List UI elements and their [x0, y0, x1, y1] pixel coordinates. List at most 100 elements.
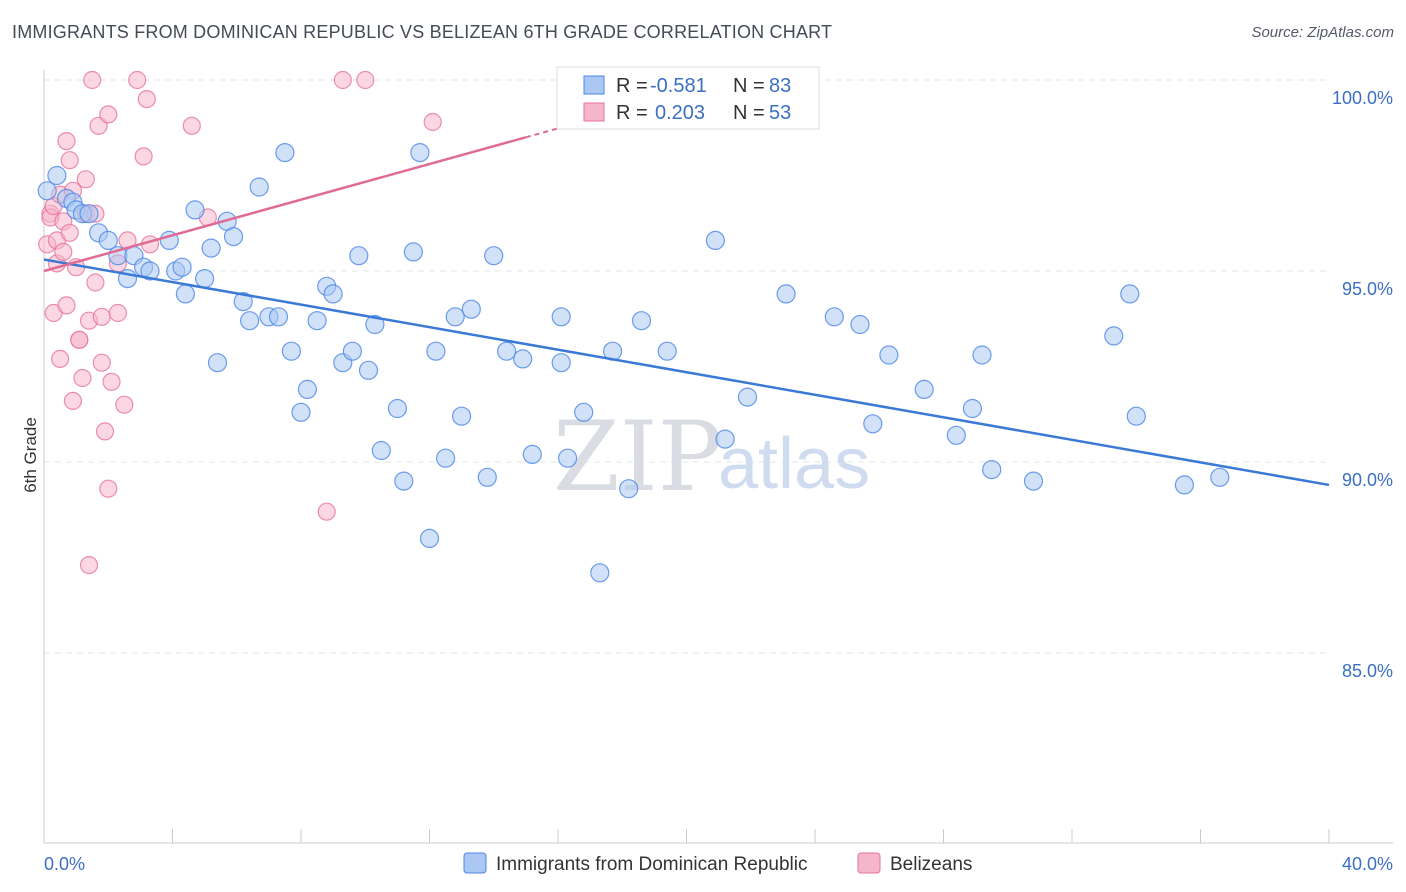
x-tick-label-1: 40.0% — [1342, 854, 1393, 874]
legend-n-value-2: 53 — [769, 102, 791, 124]
trend-lines — [43, 122, 1330, 487]
belizean-point-35 — [108, 303, 128, 323]
stats-legend: R = -0.581 N = 83 R = 0.203 N = 53 — [556, 66, 820, 130]
dominican-point-83 — [1174, 475, 1195, 495]
dominican-point-54 — [497, 341, 517, 361]
dominican-point-45 — [410, 143, 430, 163]
series-legend-label-1: Immigrants from Dominican Republic — [496, 854, 808, 875]
dominican-point-50 — [452, 406, 472, 426]
dominican-point-0 — [37, 181, 57, 201]
dominican-point-48 — [436, 448, 456, 468]
chart-title: IMMIGRANTS FROM DOMINICAN REPUBLIC VS BE… — [12, 22, 833, 42]
dominican-point-44 — [403, 242, 423, 262]
series-legend-pink-swatch — [857, 852, 881, 874]
series-legend-label-2: Belizeans — [890, 854, 972, 875]
belizean-point-27 — [86, 273, 105, 292]
dominican-point-78 — [982, 460, 1002, 480]
dominican-point-65 — [657, 341, 677, 361]
belizean-point-41 — [137, 89, 156, 109]
legend-n-label-1: N = — [733, 75, 765, 97]
belizean-point-37 — [115, 395, 134, 414]
dominican-point-68 — [737, 387, 758, 407]
y-tick-label-0: 85.0% — [1342, 661, 1393, 681]
belizeans-points — [38, 70, 442, 575]
belizean-point-10 — [54, 242, 73, 261]
dominican-point-67 — [715, 429, 735, 449]
dominican-point-53 — [484, 246, 504, 266]
dominican-point-79 — [1023, 471, 1044, 491]
dominican-point-8 — [98, 230, 118, 250]
legend-r-label-1: R = — [616, 75, 648, 97]
dominican-point-74 — [914, 379, 934, 399]
dominican-point-49 — [445, 307, 465, 327]
dominican-trend-line — [43, 258, 1330, 487]
dominican-point-84 — [1210, 467, 1230, 487]
x-tick-labels: 0.0% 40.0% — [44, 854, 1393, 874]
dominican-point-71 — [850, 314, 870, 335]
dominican-point-18 — [185, 200, 205, 220]
x-tick-label-0: 0.0% — [44, 854, 85, 874]
belizean-point-14 — [60, 223, 79, 242]
dominican-point-77 — [972, 345, 992, 365]
dominican-point-29 — [275, 143, 295, 163]
dominican-point-39 — [358, 360, 379, 380]
watermark: ZIP atlas — [553, 401, 870, 513]
belizean-point-47 — [356, 70, 375, 90]
dominican-point-47 — [426, 341, 446, 361]
dominican-point-30 — [281, 341, 301, 361]
legend-n-label-2: N = — [733, 102, 765, 124]
dominican-point-56 — [522, 444, 542, 464]
watermark-atlas: atlas — [718, 424, 870, 504]
belizean-point-48 — [423, 112, 442, 132]
dominican-point-60 — [574, 402, 594, 422]
dominican-point-70 — [824, 307, 844, 327]
dominican-point-37 — [342, 341, 362, 361]
belizean-point-12 — [57, 296, 76, 315]
dominican-point-75 — [946, 425, 966, 445]
y-tick-label-2: 95.0% — [1342, 279, 1393, 299]
dominican-point-28 — [268, 307, 289, 327]
dominican-points — [37, 143, 1230, 583]
legend-r-label-2: R = — [616, 102, 648, 124]
belizean-point-16 — [63, 391, 83, 410]
dominican-point-72 — [863, 414, 883, 434]
dominican-point-21 — [207, 353, 228, 373]
dominican-point-82 — [1126, 406, 1146, 426]
dominican-point-73 — [879, 345, 899, 365]
dominican-point-66 — [705, 230, 726, 250]
dominican-point-55 — [513, 349, 533, 369]
dominican-point-59 — [557, 448, 578, 468]
series-legend: Immigrants from Dominican Republic Beliz… — [463, 852, 972, 875]
legend-n-value-1: 83 — [769, 75, 791, 97]
dominican-point-57 — [551, 353, 571, 373]
dominican-point-76 — [962, 398, 983, 419]
dominican-point-16 — [172, 257, 192, 277]
dominican-point-58 — [551, 307, 571, 327]
dominican-point-24 — [233, 292, 253, 312]
dominican-point-46 — [419, 528, 440, 549]
dominican-point-1 — [47, 165, 67, 186]
dominican-point-42 — [387, 398, 407, 419]
belizean-point-34 — [102, 372, 121, 391]
dominican-point-43 — [394, 471, 414, 491]
belizean-point-19 — [70, 330, 89, 349]
belizean-point-8 — [50, 349, 70, 368]
belizean-point-21 — [76, 170, 95, 189]
belizean-point-45 — [317, 502, 336, 521]
belizean-point-23 — [79, 555, 99, 575]
belizean-point-25 — [83, 70, 102, 90]
belizean-point-32 — [99, 105, 118, 124]
belizean-point-30 — [92, 307, 111, 326]
y-tick-label-1: 90.0% — [1342, 470, 1393, 490]
dominican-point-52 — [477, 467, 497, 487]
belizean-point-13 — [60, 151, 79, 170]
dominican-point-38 — [349, 246, 369, 266]
series-legend-blue-swatch — [463, 852, 487, 874]
belizean-point-40 — [134, 147, 153, 166]
belizean-point-11 — [57, 132, 76, 151]
dominican-point-51 — [461, 299, 481, 319]
belizean-point-43 — [182, 116, 201, 135]
y-tick-label-3: 100.0% — [1332, 88, 1393, 108]
dominican-point-17 — [175, 284, 195, 304]
